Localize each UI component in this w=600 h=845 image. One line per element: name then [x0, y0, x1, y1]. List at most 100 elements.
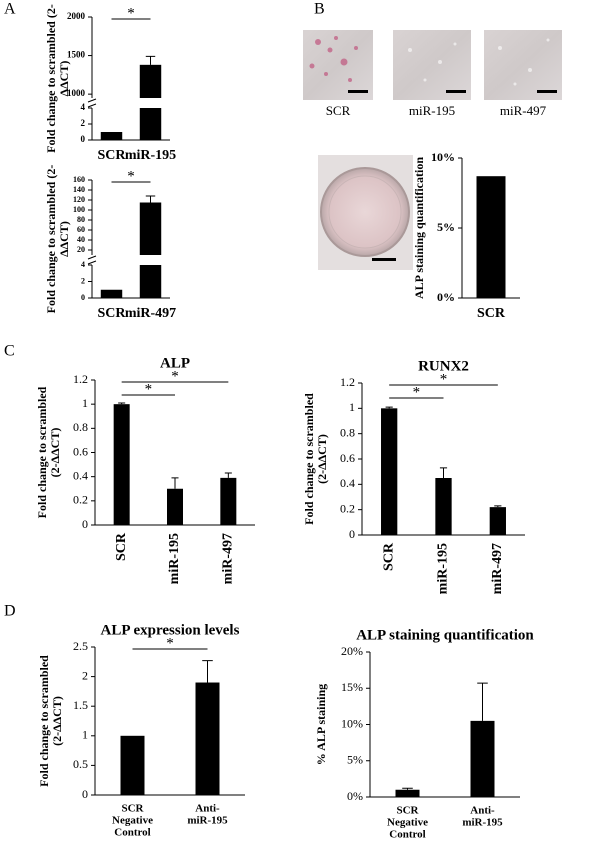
x-tick-label: SCR: [381, 542, 396, 571]
y-tick-label: 0.8: [340, 425, 355, 439]
y-tick-label: 0.2: [73, 493, 88, 507]
chart-title: RUNX2: [418, 358, 469, 374]
bar: [100, 289, 123, 298]
y-axis-label: ALP staining quantification: [412, 157, 426, 299]
well-photo: [318, 155, 413, 270]
y-tick-label: 0: [82, 787, 88, 801]
y-tick-label: 10%: [431, 150, 455, 164]
bar: [395, 789, 420, 797]
y-tick-label: 1.2: [340, 375, 355, 389]
panel-label: C: [4, 343, 15, 360]
y-axis-label: ΔΔCT): [57, 61, 71, 97]
y-tick-label: 0: [82, 517, 88, 531]
y-tick-label: 120: [73, 195, 85, 204]
x-tick-label: SCR: [477, 306, 506, 321]
y-axis-label: (2-ΔΔCT): [48, 428, 62, 478]
y-tick-label: 1.5: [73, 698, 88, 712]
micrograph-label: SCR: [326, 103, 351, 118]
x-tick-label: miR-195: [436, 543, 451, 594]
error-bar: [224, 472, 232, 478]
y-tick-label: 1: [82, 396, 88, 410]
x-tick-label: Negative: [387, 817, 428, 829]
x-tick-label: Control: [389, 829, 425, 841]
y-tick-label: 4: [81, 260, 85, 269]
y-tick-label: 5%: [347, 753, 363, 767]
y-tick-label: 1000: [67, 88, 86, 98]
micrograph-label: miR-195: [409, 103, 455, 118]
bar: [470, 720, 495, 797]
chart-title: ALP expression levels: [101, 622, 240, 638]
x-tick-label: SCR: [121, 803, 144, 815]
error-bar: [402, 787, 413, 790]
bar: [100, 132, 123, 140]
y-tick-label: 0.6: [340, 451, 355, 465]
y-tick-label: 60: [77, 225, 85, 234]
y-axis-label: Fold change to scrambled (2-: [44, 4, 58, 153]
y-tick-label: 100: [73, 205, 85, 214]
y-tick-label: 140: [73, 185, 85, 194]
y-axis-label: (2-ΔΔCT): [315, 434, 329, 484]
x-tick-label: Anti-: [195, 803, 220, 815]
axis-break: [87, 255, 97, 265]
micrograph-label: miR-497: [500, 103, 547, 118]
bar: [139, 64, 162, 98]
x-tick-label: SCR: [97, 306, 126, 321]
x-tick-label: miR-195: [187, 815, 228, 827]
y-tick-label: 0: [349, 527, 355, 541]
x-tick-label: Negative: [112, 815, 153, 827]
y-tick-label: 10%: [341, 716, 363, 730]
micrograph: [303, 30, 373, 100]
error-bar: [477, 682, 488, 721]
y-tick-label: 0: [81, 134, 86, 144]
panel-label: B: [314, 1, 325, 18]
bar: [167, 488, 183, 525]
y-tick-label: 0.5: [73, 757, 88, 771]
y-tick-label: 80: [77, 215, 85, 224]
panel-label: A: [4, 1, 16, 18]
y-tick-label: 5%: [437, 220, 455, 234]
y-tick-label: 15%: [341, 680, 363, 694]
y-axis-label: Fold change to scrambled: [35, 386, 49, 518]
significance-mark: *: [413, 384, 421, 400]
chart-title: ALP: [160, 355, 190, 371]
y-tick-label: 0.4: [73, 468, 88, 482]
micrograph: [484, 30, 562, 100]
error-bar: [145, 55, 156, 65]
y-tick-label: 1: [349, 400, 355, 414]
error-bar: [202, 660, 213, 683]
significance-mark: *: [440, 371, 448, 387]
y-axis-label: Fold change to scrambled: [37, 655, 51, 787]
error-bar: [118, 402, 126, 405]
y-tick-label: 2: [81, 276, 85, 285]
x-tick-label: SCR: [396, 805, 419, 817]
x-tick-label: miR-497: [221, 533, 236, 584]
bar: [476, 176, 506, 298]
bar: [489, 507, 506, 535]
y-axis-label: % ALP staining: [314, 684, 328, 765]
y-tick-label: 0.4: [340, 476, 355, 490]
y-tick-label: 0.6: [73, 444, 88, 458]
bar: [139, 265, 162, 298]
y-tick-label: 0.2: [340, 501, 355, 515]
y-tick-label: 1: [82, 728, 88, 742]
bar: [435, 478, 452, 535]
y-tick-label: 20: [77, 245, 85, 254]
y-tick-label: 0%: [437, 290, 455, 304]
y-tick-label: 4: [81, 102, 86, 112]
significance-mark: *: [127, 168, 135, 184]
error-bar: [494, 505, 502, 508]
y-tick-label: 0.8: [73, 420, 88, 434]
bar: [139, 108, 162, 140]
significance-mark: *: [166, 635, 174, 651]
axis-break: [87, 98, 97, 108]
significance-mark: *: [127, 5, 135, 21]
x-tick-label: miR-497: [490, 543, 505, 594]
y-tick-label: 2000: [67, 11, 86, 21]
x-tick-label: Control: [114, 827, 150, 839]
y-tick-label: 40: [77, 235, 85, 244]
y-axis-label: Fold change to scrambled (2-: [44, 165, 58, 314]
y-tick-label: 1.2: [73, 372, 88, 386]
chart-title: ALP staining quantification: [356, 627, 534, 643]
y-tick-label: 1500: [67, 50, 86, 60]
